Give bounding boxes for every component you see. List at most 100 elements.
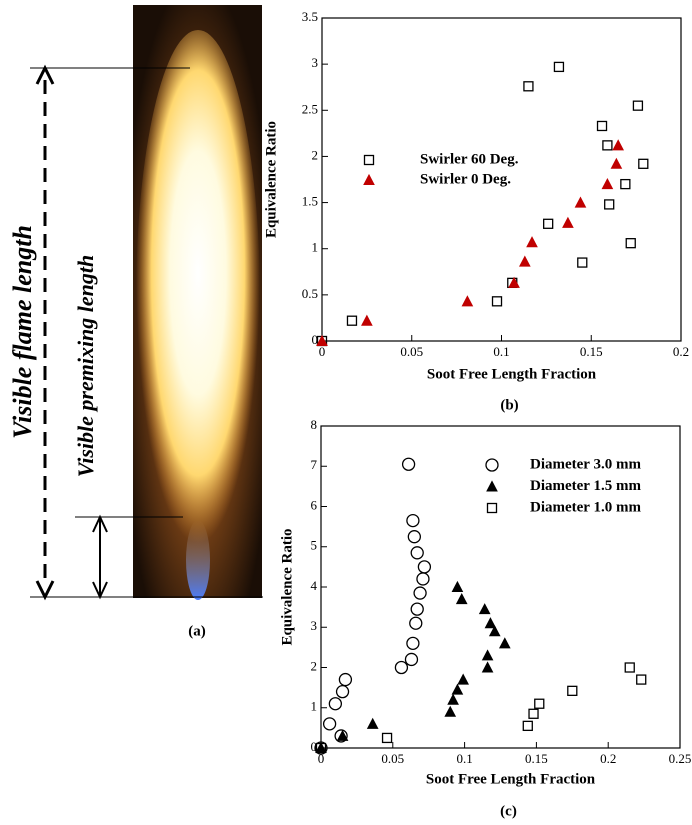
legend-label: Diameter 1.0 mm (530, 499, 641, 515)
legend-label: Diameter 1.5 mm (530, 478, 641, 494)
data-point (526, 236, 538, 248)
data-point (451, 683, 464, 695)
data-point (417, 560, 432, 574)
x-axis-label: Soot Free Length Fraction (426, 771, 596, 787)
data-point (636, 674, 647, 685)
y-tick-label: 0 (311, 739, 318, 754)
data-point (409, 616, 423, 630)
data-point (522, 720, 533, 732)
y-tick-label: 2 (312, 147, 319, 162)
data-point (543, 218, 554, 229)
x-tick-label: 0.15 (580, 344, 603, 359)
legend-label: Diameter 3.0 mm (530, 456, 641, 472)
data-point (361, 314, 373, 326)
data-point (478, 603, 491, 615)
y-tick-label: 1 (312, 240, 319, 255)
data-point (336, 729, 349, 741)
flame-photo (133, 5, 262, 600)
legend-marker (485, 458, 499, 472)
legend-marker (363, 173, 375, 185)
data-point (498, 637, 511, 649)
data-point (553, 61, 565, 73)
data-point (461, 295, 474, 307)
data-point (596, 120, 608, 132)
data-point (528, 708, 539, 719)
y-tick-label: 5 (311, 538, 318, 553)
data-point (455, 593, 468, 605)
y-tick-label: 2 (311, 658, 318, 673)
data-point (577, 257, 588, 268)
y-tick-label: 0 (312, 332, 319, 347)
data-point (335, 685, 350, 699)
x-tick-label: 0 (319, 344, 326, 359)
x-tick-label: 0.05 (381, 751, 404, 766)
photo-caption: (a) (188, 623, 206, 639)
data-point (394, 660, 409, 675)
legend-marker (363, 154, 375, 166)
y-tick-label: 1.5 (302, 194, 318, 209)
data-point (410, 602, 424, 616)
x-axis-label: Soot Free Length Fraction (427, 366, 597, 382)
legend-marker (486, 480, 498, 492)
y-tick-label: 3.5 (302, 9, 318, 24)
data-point (410, 546, 424, 560)
y-tick-label: 2.5 (302, 101, 318, 116)
y-tick-label: 8 (311, 417, 318, 432)
y-axis-label: Equivalence Ratio (263, 121, 279, 238)
data-point (322, 717, 337, 731)
data-point (381, 732, 393, 744)
y-tick-label: 3 (312, 55, 319, 70)
data-point (346, 315, 358, 326)
data-point (534, 698, 545, 709)
dimension-lines (30, 64, 263, 601)
data-point (413, 586, 427, 600)
data-point (523, 81, 534, 92)
x-tick-label: 0.05 (400, 344, 423, 359)
data-point (406, 513, 420, 528)
x-tick-label: 0.1 (493, 344, 509, 359)
data-point (612, 139, 625, 151)
premixing-length-label: Visible premixing length (73, 255, 98, 477)
data-point (638, 158, 649, 169)
data-point (602, 140, 613, 151)
flame-length-label: Visible flame length (8, 225, 37, 439)
data-point (366, 717, 379, 729)
data-point (562, 216, 574, 228)
data-point (406, 636, 420, 650)
legend-label: Swirler 60 Deg. (420, 151, 519, 167)
data-point (481, 661, 494, 673)
data-point (444, 705, 457, 717)
data-point (401, 457, 416, 471)
data-point (338, 672, 353, 687)
x-tick-label: 0.2 (673, 344, 689, 359)
x-tick-label: 0.2 (600, 751, 616, 766)
data-point (407, 530, 421, 544)
chart-caption: (b) (500, 397, 518, 413)
data-point (574, 196, 587, 208)
data-point (620, 178, 631, 190)
data-point (484, 617, 497, 629)
y-tick-label: 0.5 (302, 286, 318, 301)
data-point (604, 199, 615, 210)
y-tick-label: 3 (311, 618, 318, 633)
legend-label: Swirler 0 Deg. (420, 171, 511, 187)
plot-frame (320, 425, 681, 749)
data-point (632, 100, 644, 111)
data-point (508, 276, 520, 288)
data-point (601, 178, 614, 190)
chart-caption: (c) (500, 803, 517, 819)
y-tick-label: 6 (311, 497, 318, 512)
data-point (315, 742, 327, 754)
data-point (447, 693, 459, 705)
y-axis-label: Equivalence Ratio (279, 528, 295, 645)
data-point (488, 625, 501, 637)
y-tick-label: 7 (311, 457, 318, 472)
x-tick-label: 0 (318, 751, 325, 766)
legend-marker (486, 502, 498, 514)
data-point (451, 580, 464, 592)
data-point (416, 572, 430, 586)
x-tick-label: 0.15 (525, 751, 548, 766)
data-point (481, 649, 494, 661)
y-tick-label: 1 (311, 699, 318, 714)
